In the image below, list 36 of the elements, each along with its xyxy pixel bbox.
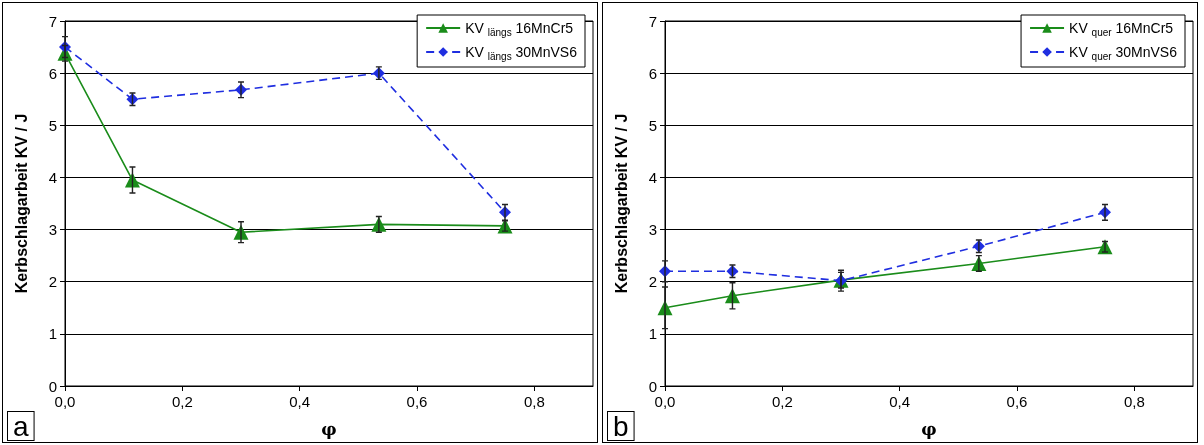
y-tick-label: 3 bbox=[648, 221, 657, 239]
y-tick-label: 2 bbox=[648, 273, 657, 291]
x-tick-label: 0,8 bbox=[523, 393, 545, 410]
y-axis-title: Kerbschlagarbeit KV / J bbox=[12, 113, 30, 294]
x-tick-label: 0,4 bbox=[289, 393, 311, 410]
y-tick-label: 6 bbox=[48, 64, 57, 82]
y-tick-label: 2 bbox=[48, 273, 57, 291]
y-axis-title: Kerbschlagarbeit KV / J bbox=[612, 113, 630, 294]
y-tick-label: 0 bbox=[648, 377, 657, 395]
y-tick-label: 1 bbox=[48, 325, 57, 343]
legend-label: KV längs 16MnCr5 bbox=[465, 20, 574, 38]
x-tick-label: 0,4 bbox=[889, 393, 911, 410]
legend-label: KV quer 16MnCr5 bbox=[1069, 20, 1174, 38]
y-tick-label: 6 bbox=[648, 64, 657, 82]
x-tick-label: 0,0 bbox=[654, 393, 676, 410]
legend-label: KV quer 30MnVS6 bbox=[1069, 44, 1178, 62]
y-tick-label: 0 bbox=[48, 377, 57, 395]
y-tick-label: 3 bbox=[48, 221, 57, 239]
text: a bbox=[13, 410, 29, 442]
x-tick-label: 0,6 bbox=[1006, 393, 1028, 410]
x-axis-title: φ bbox=[921, 418, 937, 439]
x-tick-label: 0,2 bbox=[171, 393, 193, 410]
legend-label: KV längs 30MnVS6 bbox=[465, 44, 578, 62]
y-tick-label: 4 bbox=[648, 168, 657, 186]
y-tick-label: 1 bbox=[648, 325, 657, 343]
y-tick-label: 7 bbox=[48, 12, 57, 30]
y-tick-label: 5 bbox=[48, 116, 57, 134]
y-tick-label: 4 bbox=[48, 168, 57, 186]
x-tick-label: 0,6 bbox=[406, 393, 428, 410]
x-tick-label: 0,0 bbox=[54, 393, 76, 410]
text: b bbox=[613, 410, 629, 442]
x-axis-title: φ bbox=[321, 418, 337, 439]
x-tick-label: 0,2 bbox=[771, 393, 793, 410]
y-tick-label: 5 bbox=[648, 116, 657, 134]
y-tick-label: 7 bbox=[648, 12, 657, 30]
x-tick-label: 0,8 bbox=[1123, 393, 1145, 410]
